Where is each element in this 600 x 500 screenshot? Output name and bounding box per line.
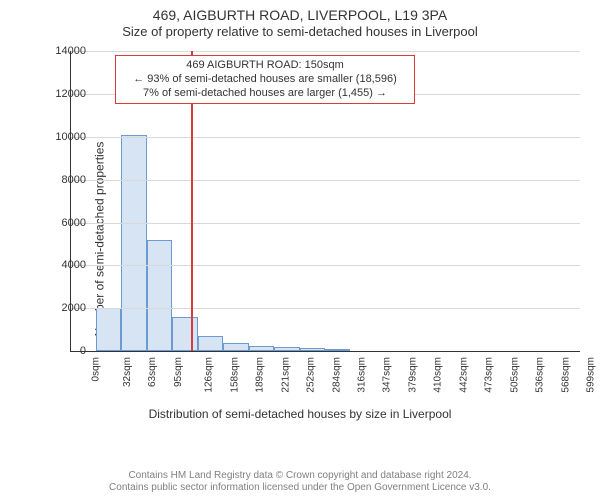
x-tick-label: 158sqm [229,357,240,393]
grid-line [70,351,580,352]
x-tick-label: 410sqm [433,357,444,393]
x-tick-label: 0sqm [90,357,101,381]
x-tick-label: 189sqm [254,357,265,393]
chart-area: Number of semi-detached properties Distr… [0,41,600,436]
histogram-bar [172,317,198,351]
y-tick-label: 0 [36,345,86,357]
histogram-bar [96,308,121,351]
x-tick-label: 63sqm [147,357,158,387]
annotation-line-1: 469 AIGBURTH ROAD: 150sqm [122,59,408,73]
x-axis-label: Distribution of semi-detached houses by … [0,407,600,421]
y-tick-label: 4000 [36,259,86,271]
x-tick-label: 32sqm [122,357,133,387]
x-tick-label: 95sqm [173,357,184,387]
y-tick-label: 2000 [36,302,86,314]
grid-line [70,180,580,181]
histogram-bar [147,240,172,351]
chart-titles: 469, AIGBURTH ROAD, LIVERPOOL, L19 3PA S… [0,0,600,41]
grid-line [70,137,580,138]
histogram-bar [198,336,223,351]
x-tick-label: 379sqm [408,357,419,393]
chart-sub-title: Size of property relative to semi-detach… [0,24,600,41]
y-tick-label: 14000 [36,45,86,57]
x-tick-label: 284sqm [331,357,342,393]
grid-line [70,51,580,52]
grid-line [70,308,580,309]
y-tick-label: 8000 [36,174,86,186]
chart-main-title: 469, AIGBURTH ROAD, LIVERPOOL, L19 3PA [0,6,600,24]
footer-line-1: Contains HM Land Registry data © Crown c… [0,470,600,482]
x-tick-label: 347sqm [382,357,393,393]
x-tick-label: 252sqm [305,357,316,393]
x-tick-label: 221sqm [280,357,291,393]
x-tick-label: 316sqm [357,357,368,393]
y-tick-label: 10000 [36,131,86,143]
footer-line-2: Contains public sector information licen… [0,482,600,494]
grid-line [70,223,580,224]
annotation-line-3: 7% of semi-detached houses are larger (1… [122,87,408,101]
attribution-footer: Contains HM Land Registry data © Crown c… [0,470,600,494]
x-tick-label: 505sqm [510,357,521,393]
histogram-bar [121,135,147,351]
annotation-box: 469 AIGBURTH ROAD: 150sqm← 93% of semi-d… [115,55,415,104]
y-tick-label: 6000 [36,217,86,229]
x-tick-label: 126sqm [203,357,214,393]
grid-line [70,265,580,266]
x-tick-label: 536sqm [535,357,546,393]
x-tick-label: 599sqm [586,357,597,393]
annotation-line-2: ← 93% of semi-detached houses are smalle… [122,73,408,87]
x-tick-label: 473sqm [484,357,495,393]
x-tick-label: 568sqm [561,357,572,393]
y-tick-label: 12000 [36,88,86,100]
x-tick-label: 442sqm [459,357,470,393]
histogram-bar [223,343,249,352]
